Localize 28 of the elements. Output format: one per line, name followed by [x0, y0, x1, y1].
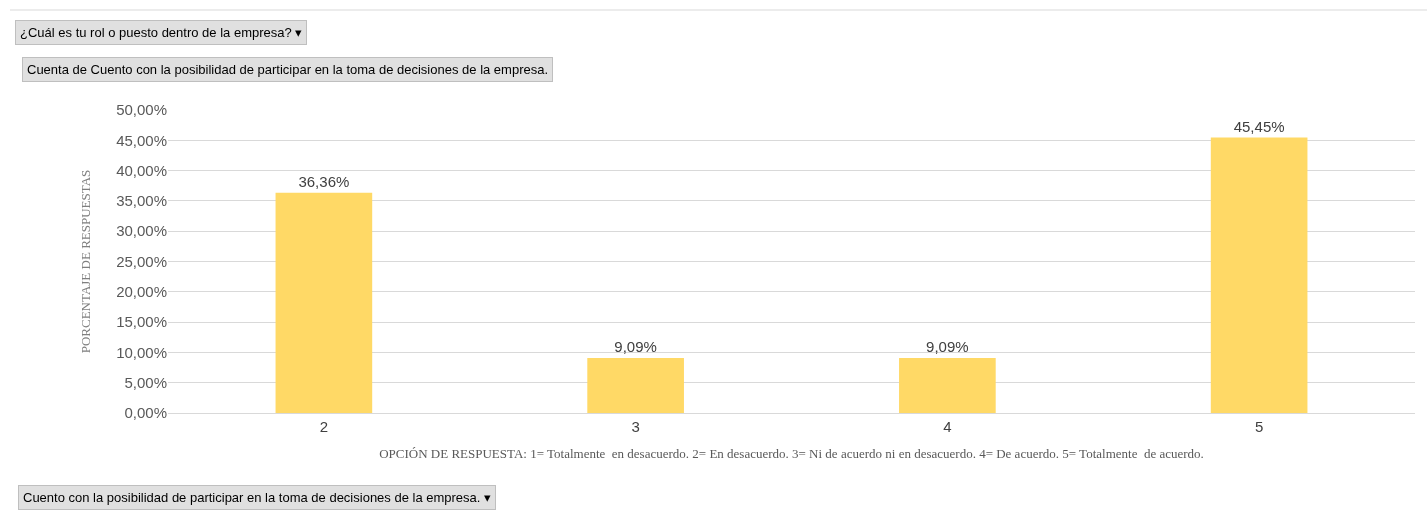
x-tick-label: 5 [1254, 418, 1264, 435]
y-tick-label: 50,00% [116, 101, 167, 119]
y-tick-label: 25,00% [116, 252, 167, 270]
x-tick-label: 2 [319, 418, 329, 435]
y-tick-label: 10,00% [116, 343, 167, 361]
y-tick-label: 20,00% [116, 283, 167, 301]
y-tick-label: 0,00% [124, 404, 167, 422]
x-axis-title: OPCIÓN DE RESPUESTA: 1= Totalmente en desacuerdo. 2= En desacuerdo. 3= Ni de acuerdo ni en desacuerdo. 4= De acuerdo. 5= Totalmente de acuerdo. [379, 445, 1204, 461]
text: Cuento con la posibilidad de participar en la toma de decisiones de la empresa. ▾ [23, 490, 492, 505]
bar [899, 357, 996, 413]
x-tick-label: 3 [631, 418, 640, 435]
bar [1210, 137, 1308, 413]
y-tick-label: 15,00% [116, 313, 167, 331]
y-tick-label: 30,00% [116, 222, 167, 240]
data-label: 9,09% [926, 337, 969, 355]
data-label: 45,45% [1233, 117, 1285, 135]
text: ¿Cuál es tu rol o puesto dentro de la empresa? ▾ [20, 25, 303, 40]
data-label: 36,36% [298, 172, 350, 190]
y-axis-title: PORCENTAJE DE RESPUESTAS [78, 169, 94, 354]
y-tick-label: 40,00% [116, 161, 167, 179]
x-tick-label: 4 [943, 418, 952, 435]
bar [275, 192, 373, 413]
chart-title: Cuenta de Cuento con la posibilidad de participar en la toma de decisiones de la empresa. [27, 62, 549, 77]
y-tick-label: 5,00% [124, 373, 167, 391]
bar [587, 357, 684, 413]
data-label: 9,09% [614, 337, 657, 355]
y-tick-label: 35,00% [116, 192, 167, 210]
y-tick-label: 45,00% [116, 131, 167, 149]
